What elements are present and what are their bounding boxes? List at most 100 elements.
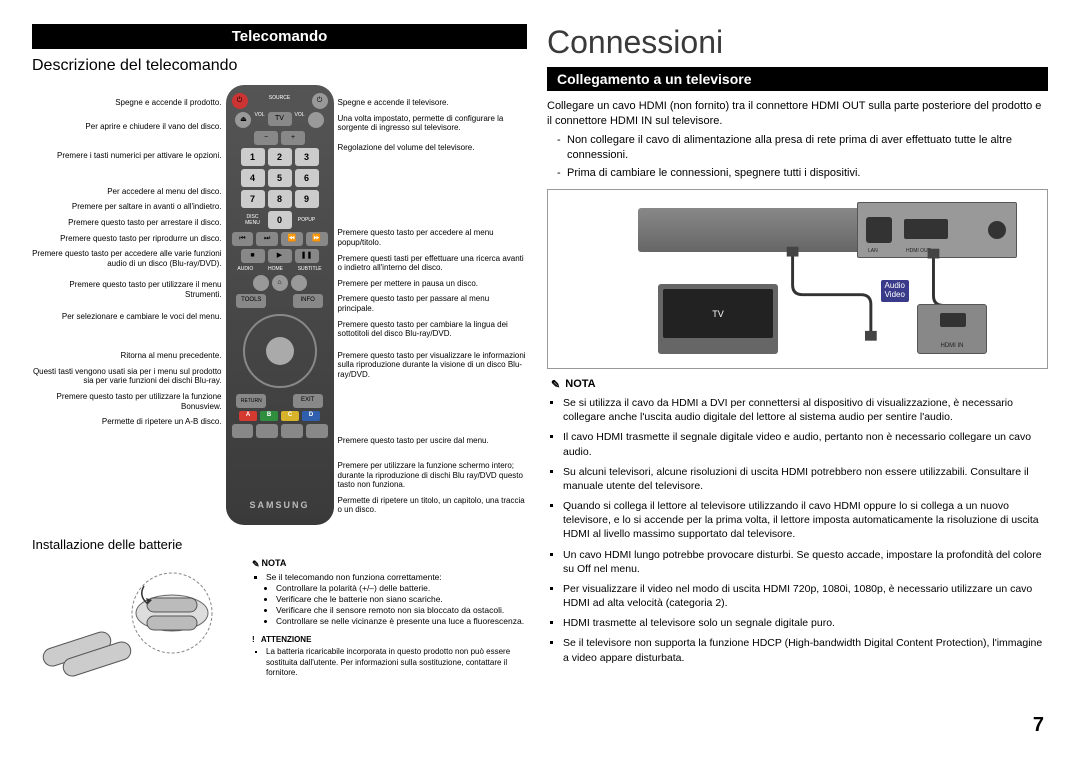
subtitle-label: SUBTITLE: [298, 266, 322, 272]
section-bar-connection: Collegamento a un televisore: [547, 67, 1048, 91]
callout: Spegne e accende il televisore.: [338, 95, 528, 111]
nota-label-right: NOTA: [565, 378, 595, 390]
note-item: Un cavo HDMI lungo potrebbe provocare di…: [563, 548, 1048, 576]
nota-intro: Se il telecomando non funziona correttam…: [266, 572, 527, 583]
color-btn-b: B: [260, 411, 278, 421]
tv-unit: TV: [658, 284, 778, 354]
subtitle-button: [291, 275, 307, 291]
note-item: Se il televisore non supporta la funzion…: [563, 636, 1048, 664]
callouts-right: Spegne e accende il televisore. Una volt…: [338, 85, 528, 525]
note-item: Su alcuni televisori, alcune risoluzioni…: [563, 465, 1048, 493]
nota-item: Controllare la polarità (+/–) delle batt…: [276, 583, 527, 594]
manual-page: Telecomando Descrizione del telecomando …: [32, 24, 1048, 737]
intro-paragraph: Collegare un cavo HDMI (non fornito) tra…: [547, 99, 1048, 129]
callout: Premere questo tasto per utilizzare il m…: [32, 277, 222, 302]
stop-button: ■: [241, 249, 265, 263]
vol-up-button: +: [281, 131, 305, 145]
callout: Questi tasti vengono usati sia per i men…: [32, 364, 222, 389]
attn-label: ATTENZIONE: [261, 635, 312, 644]
popup-label: POPUP: [295, 217, 319, 223]
callout: Permette di ripetere un A-B disco.: [32, 414, 222, 430]
callout: Per selezionare e cambiare le voci del m…: [32, 309, 222, 325]
key-0: 0: [268, 211, 292, 229]
hdmi-in-panel: HDMI IN: [917, 304, 987, 354]
repeat-ab-button: [256, 424, 278, 438]
bonusview-button: [232, 424, 254, 438]
vol-label: VOL: [254, 112, 264, 128]
note-item: Quando si collega il lettore al televiso…: [563, 499, 1048, 542]
callouts-left: Spegne e accende il prodotto. Per aprire…: [32, 85, 222, 525]
nota-item: Controllare se nelle vicinanze è present…: [276, 616, 527, 627]
color-buttons: A B C D: [232, 411, 328, 421]
hdmi-in-label: HDMI IN: [918, 342, 986, 350]
note-item: Per visualizzare il video nel modo di us…: [563, 582, 1048, 610]
play-button: ▶: [268, 249, 292, 263]
connection-diagram: LAN HDMI OUT AudioVideo TV: [547, 189, 1048, 369]
nota-item: Verificare che il sensore remoto non sia…: [276, 605, 527, 616]
key-4: 4: [241, 169, 265, 187]
callout: Una volta impostato, permette di configu…: [338, 111, 528, 136]
prev-button: ⏮: [232, 232, 254, 246]
audio-button: [253, 275, 269, 291]
repeat-button: [281, 424, 303, 438]
callout: Premere questo tasto per visualizzare le…: [338, 348, 528, 383]
ff-button: ⏩: [306, 232, 328, 246]
callout: Per aprire e chiudere il vano del disco.: [32, 119, 222, 135]
key-7: 7: [241, 190, 265, 208]
color-btn-c: C: [281, 411, 299, 421]
key-1: 1: [241, 148, 265, 166]
note-item: Se si utilizza il cavo da HDMI a DVI per…: [563, 396, 1048, 424]
rew-button: ⏪: [281, 232, 303, 246]
callout: Premere questo tasto per utilizzare la f…: [32, 389, 222, 414]
pre-notes-list: Non collegare il cavo di alimentazione a…: [547, 133, 1048, 182]
tv-source-button: TV: [268, 112, 292, 126]
dpad: [240, 311, 320, 391]
nota-label: NOTA: [262, 558, 287, 568]
key-3: 3: [295, 148, 319, 166]
tools-button: TOOLS: [236, 294, 266, 308]
tv-screen: TV: [663, 289, 773, 338]
right-column: Connessioni Collegamento a un televisore…: [547, 24, 1048, 737]
color-btn-a: A: [239, 411, 257, 421]
callout: Premere questo tasto per cambiare la lin…: [338, 317, 528, 342]
key-8: 8: [268, 190, 292, 208]
left-column: Telecomando Descrizione del telecomando …: [32, 24, 527, 737]
disc-menu-label: DISC MENU: [241, 214, 265, 226]
callout: Premere i tasti numerici per attivare le…: [32, 148, 222, 164]
batteries-section: ✎NOTA Se il telecomando non funziona cor…: [32, 558, 527, 678]
batteries-title: Installazione delle batterie: [32, 537, 527, 552]
callout: Premere per mettere in pausa un disco.: [338, 276, 528, 292]
next-button: ⏭: [256, 232, 278, 246]
remote-description-title: Descrizione del telecomando: [32, 57, 527, 75]
note-item: Il cavo HDMI trasmette il segnale digita…: [563, 430, 1048, 458]
page-number: 7: [1033, 714, 1044, 737]
callout: Premere questi tasti per effettuare una …: [338, 251, 528, 276]
key-5: 5: [268, 169, 292, 187]
callout: Premere questo tasto per passare al menu…: [338, 291, 528, 316]
warning-icon: !: [252, 635, 255, 644]
vol-down-button: −: [254, 131, 278, 145]
hand-icon: ✎: [252, 559, 260, 571]
key-2: 2: [268, 148, 292, 166]
tv-power-button: ⏻: [312, 93, 328, 109]
fullscreen-button: [306, 424, 328, 438]
home-button: ⌂: [272, 275, 288, 291]
callout: Spegne e accende il prodotto.: [32, 95, 222, 111]
vol-label: VOL: [295, 112, 305, 128]
section-bar-telecomando: Telecomando: [32, 24, 527, 49]
samsung-logo: SAMSUNG: [249, 500, 309, 511]
hand-icon: ✎: [551, 378, 560, 393]
dpad-enter: [266, 337, 294, 365]
callout: Ritorna al menu precedente.: [32, 348, 222, 364]
main-title: Connessioni: [547, 24, 1048, 61]
key-6: 6: [295, 169, 319, 187]
callout: Permette di ripetere un titolo, un capit…: [338, 493, 528, 518]
nota-item: Verificare che le batterie non siano sca…: [276, 594, 527, 605]
dash-item: Non collegare il cavo di alimentazione a…: [557, 133, 1048, 163]
home-label: HOME: [268, 266, 283, 272]
power-button: ⏻: [232, 93, 248, 109]
remote-diagram: Spegne e accende il prodotto. Per aprire…: [32, 85, 527, 525]
hdmi-in-port: [940, 313, 966, 327]
mute-button: [308, 112, 324, 128]
remote-body: ⏻ SOURCE ⏻ ⏏ VOL TV VOL − + 1 2: [226, 85, 334, 525]
